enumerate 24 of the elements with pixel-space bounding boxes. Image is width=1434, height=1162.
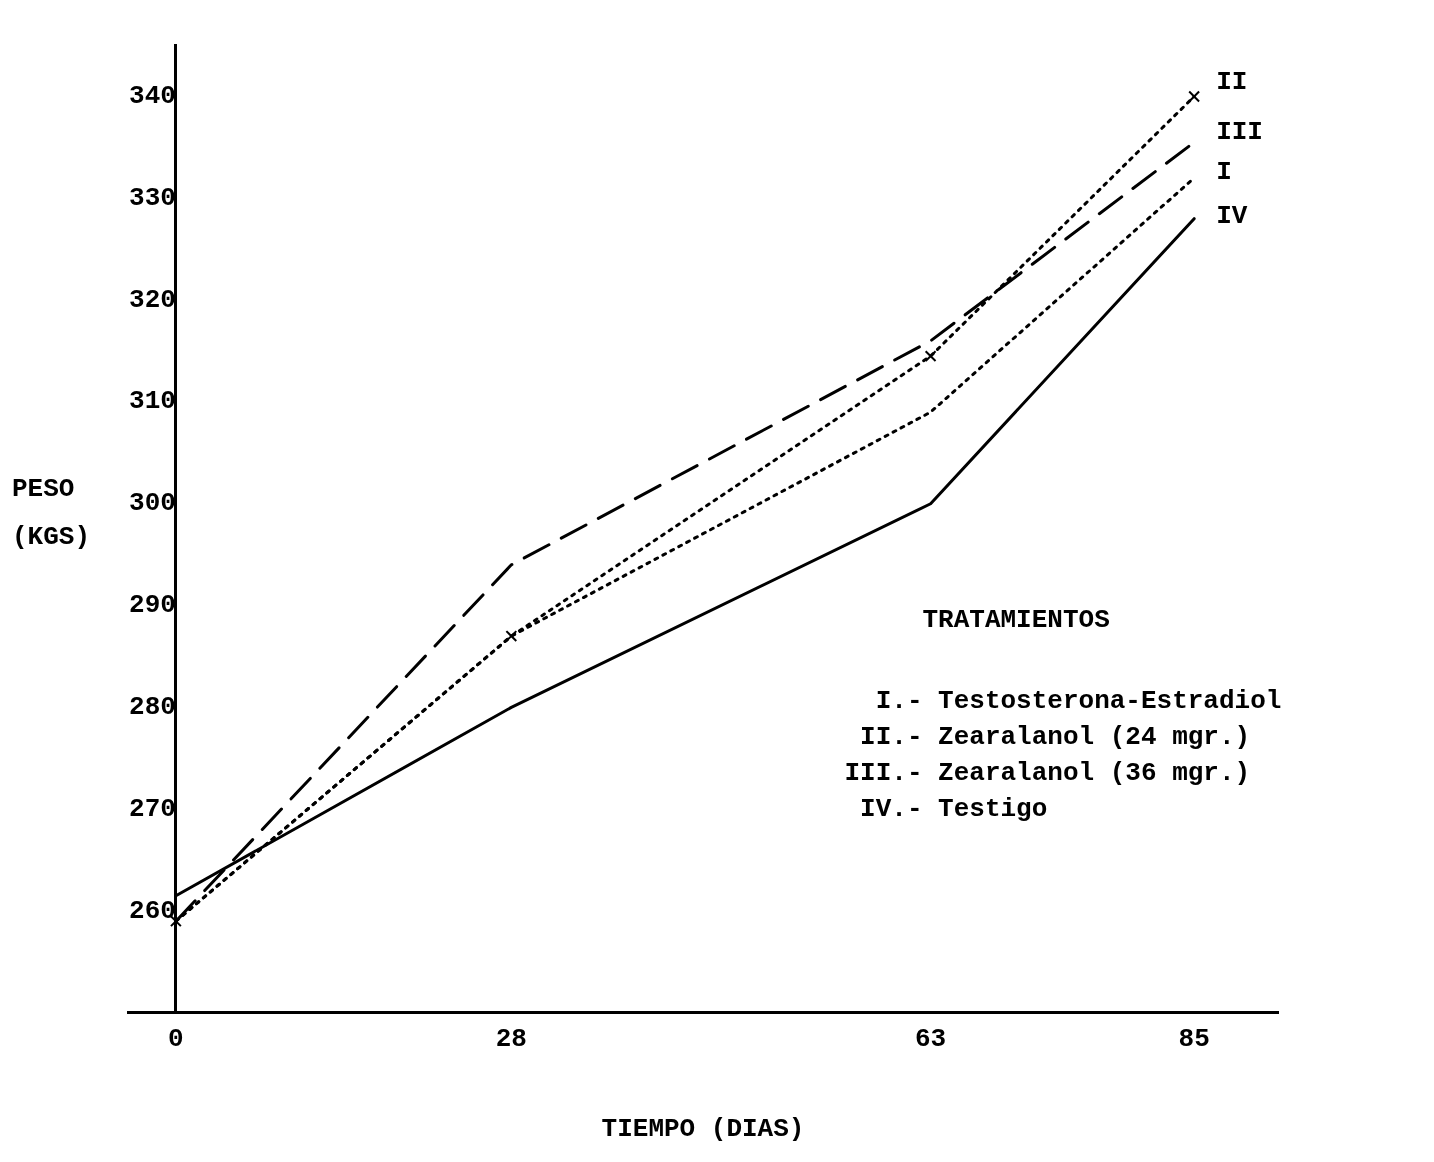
x-tick-label: 0 [168, 1023, 184, 1054]
y-tick-label: 340 [129, 81, 176, 112]
y-tick-label: 310 [129, 386, 176, 417]
series-label: IV [1216, 201, 1248, 232]
annotation: II.- Zearalanol (24 mgr.) [860, 722, 1251, 753]
y-tick-label: 280 [129, 691, 176, 722]
x-tick-label: 63 [914, 1023, 947, 1054]
x-axis-title: TIEMPO (DIAS) [601, 1113, 805, 1144]
annotation: I.- Testosterona-Estradiol [875, 686, 1282, 717]
series-label: II [1216, 67, 1248, 98]
y-tick-label: 260 [129, 895, 176, 926]
x-tick-label: 85 [1178, 1023, 1210, 1054]
annotation: IV.- Testigo [860, 794, 1048, 825]
x-tick-label: 28 [495, 1023, 527, 1054]
y-tick-label: 320 [129, 284, 176, 315]
series-label: III [1216, 116, 1263, 147]
annotation: TRATAMIENTOS [922, 605, 1110, 636]
annotation: III.- Zearalanol (36 mgr.) [844, 758, 1251, 789]
series-label: I [1216, 156, 1232, 187]
y-axis-title: PESO (KGS) [12, 473, 91, 552]
y-tick-label: 300 [129, 488, 176, 519]
y-tick-label: 290 [129, 590, 176, 621]
y-tick-label: 270 [129, 793, 176, 824]
y-tick-label: 330 [129, 182, 176, 213]
